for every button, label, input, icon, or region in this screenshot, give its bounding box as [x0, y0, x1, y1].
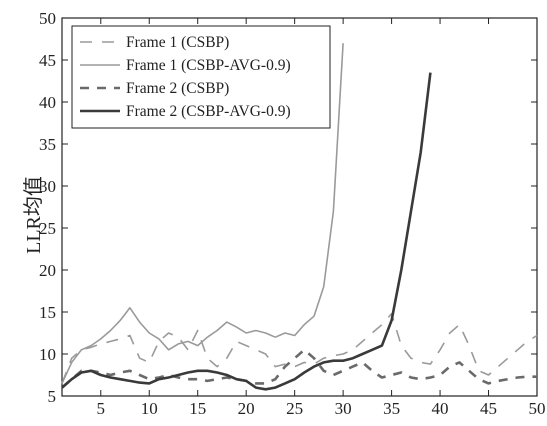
x-tick-label: 5 [97, 399, 106, 418]
legend-entry: Frame 2 (CSBP) [126, 80, 229, 97]
legend-entry: Frame 1 (CSBP-AVG-0.9) [126, 57, 291, 74]
x-tick-label: 45 [480, 399, 497, 418]
x-tick-label: 30 [335, 399, 352, 418]
y-axis-label: LLR均值 [22, 176, 45, 254]
x-tick-label: 20 [238, 399, 255, 418]
x-tick-label: 10 [141, 399, 158, 418]
series-line-1 [61, 312, 538, 384]
y-tick-label: 15 [39, 303, 56, 322]
y-tick-label: 30 [39, 177, 56, 196]
y-tick-label: 35 [39, 135, 56, 154]
series-line-2 [61, 43, 344, 384]
x-tick-label: 35 [383, 399, 400, 418]
x-tick-label: 50 [529, 399, 546, 418]
y-tick-label: 5 [48, 387, 57, 406]
x-tick-label: 40 [432, 399, 449, 418]
y-tick-label: 10 [39, 345, 56, 364]
plot-frame [61, 17, 538, 397]
legend-entry: Frame 1 (CSBP) [126, 34, 229, 51]
y-tick-label: 40 [39, 93, 56, 112]
series-line-3 [61, 348, 537, 389]
y-tick-label: 45 [39, 51, 56, 70]
y-tick-label: 20 [39, 261, 56, 280]
legend-entry: Frame 2 (CSBP-AVG-0.9) [126, 103, 291, 120]
series-line-4 [61, 72, 432, 391]
y-tick-label: 50 [39, 9, 56, 28]
y-tick-label: 25 [39, 219, 56, 238]
x-tick-label: 25 [286, 399, 303, 418]
x-tick-label: 15 [189, 399, 206, 418]
